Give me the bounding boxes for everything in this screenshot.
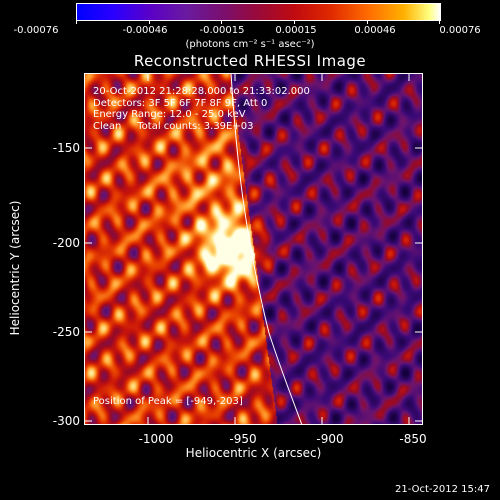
colorbar	[76, 3, 441, 21]
colorbar-label: -0.00076	[13, 25, 59, 36]
detectors: Detectors: 3F 5F 6F 7F 8F 9F, Att 0	[93, 97, 268, 109]
xtick-label: -900	[316, 432, 344, 446]
peak-position: Position of Peak = [-949,-203]	[93, 396, 243, 407]
colorbar-tick	[367, 20, 368, 24]
ytick-label: -150	[52, 141, 80, 155]
plot-title: Reconstructed RHESSI Image	[133, 52, 367, 70]
colorbar-label: -0.00015	[199, 25, 245, 36]
energy-range: Energy Range: 12.0 - 25.0 keV	[93, 109, 246, 120]
ytick-label: -300	[52, 414, 80, 428]
colorbar-label: 0.00015	[275, 25, 317, 36]
time-range: 20-Oct-2012 21:28:28.000 to 21:33:02.000	[93, 86, 310, 97]
ytick-label: -200	[52, 236, 80, 250]
observation-info: 20-Oct-2012 21:28:28.000 to 21:33:02.000…	[93, 86, 310, 132]
plot-axes	[84, 73, 423, 425]
colorbar-tick	[439, 20, 440, 24]
image-panel	[84, 73, 423, 425]
solar-limb	[230, 73, 303, 425]
y-axis-label: Heliocentric Y (arcsec)	[8, 200, 22, 336]
colorbar-tick	[76, 20, 77, 24]
colorbar-label: -0.00046	[122, 25, 168, 36]
plot-frame	[84, 73, 423, 425]
clean-counts: Clean Total counts: 3.39E+03	[93, 120, 254, 132]
colorbar-label: 0.00076	[439, 25, 481, 36]
rhessi-image	[84, 73, 423, 425]
x-axis-label: Heliocentric X (arcsec)	[185, 446, 322, 460]
xtick-label: -950	[229, 432, 257, 446]
colorbar-units: (photons cm⁻² s⁻¹ asec⁻²)	[185, 39, 315, 50]
colorbar-label: 0.00046	[354, 25, 396, 36]
colorbar-tick	[221, 20, 222, 24]
timestamp: 21-Oct-2012 15:47	[395, 484, 490, 495]
xtick-label: -850	[399, 432, 427, 446]
ytick-label: -250	[52, 325, 80, 339]
colorbar-tick	[149, 20, 150, 24]
colorbar-tick	[294, 20, 295, 24]
xtick-label: -1000	[138, 432, 174, 446]
